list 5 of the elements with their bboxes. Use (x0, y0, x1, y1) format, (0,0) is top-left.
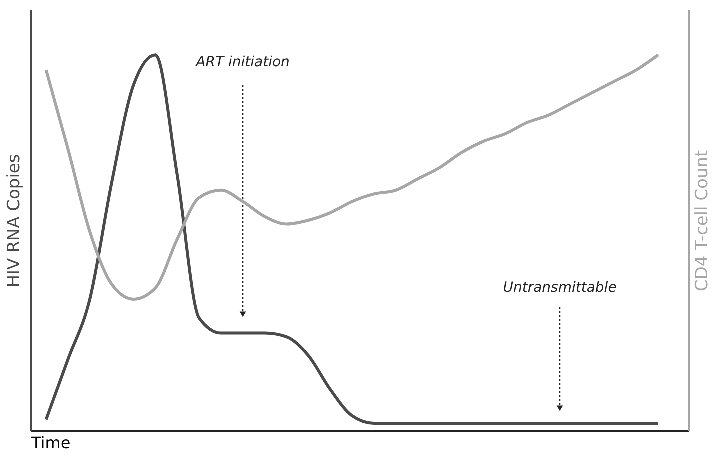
y-axis-title: HIV RNA Copies (4, 154, 24, 288)
y2-axis-title: CD4 T-cell Count (692, 150, 712, 292)
x-axis-title: Time (30, 434, 71, 452)
annotation: ART initiation (195, 54, 290, 71)
annotation: Untransmittable (503, 280, 617, 296)
